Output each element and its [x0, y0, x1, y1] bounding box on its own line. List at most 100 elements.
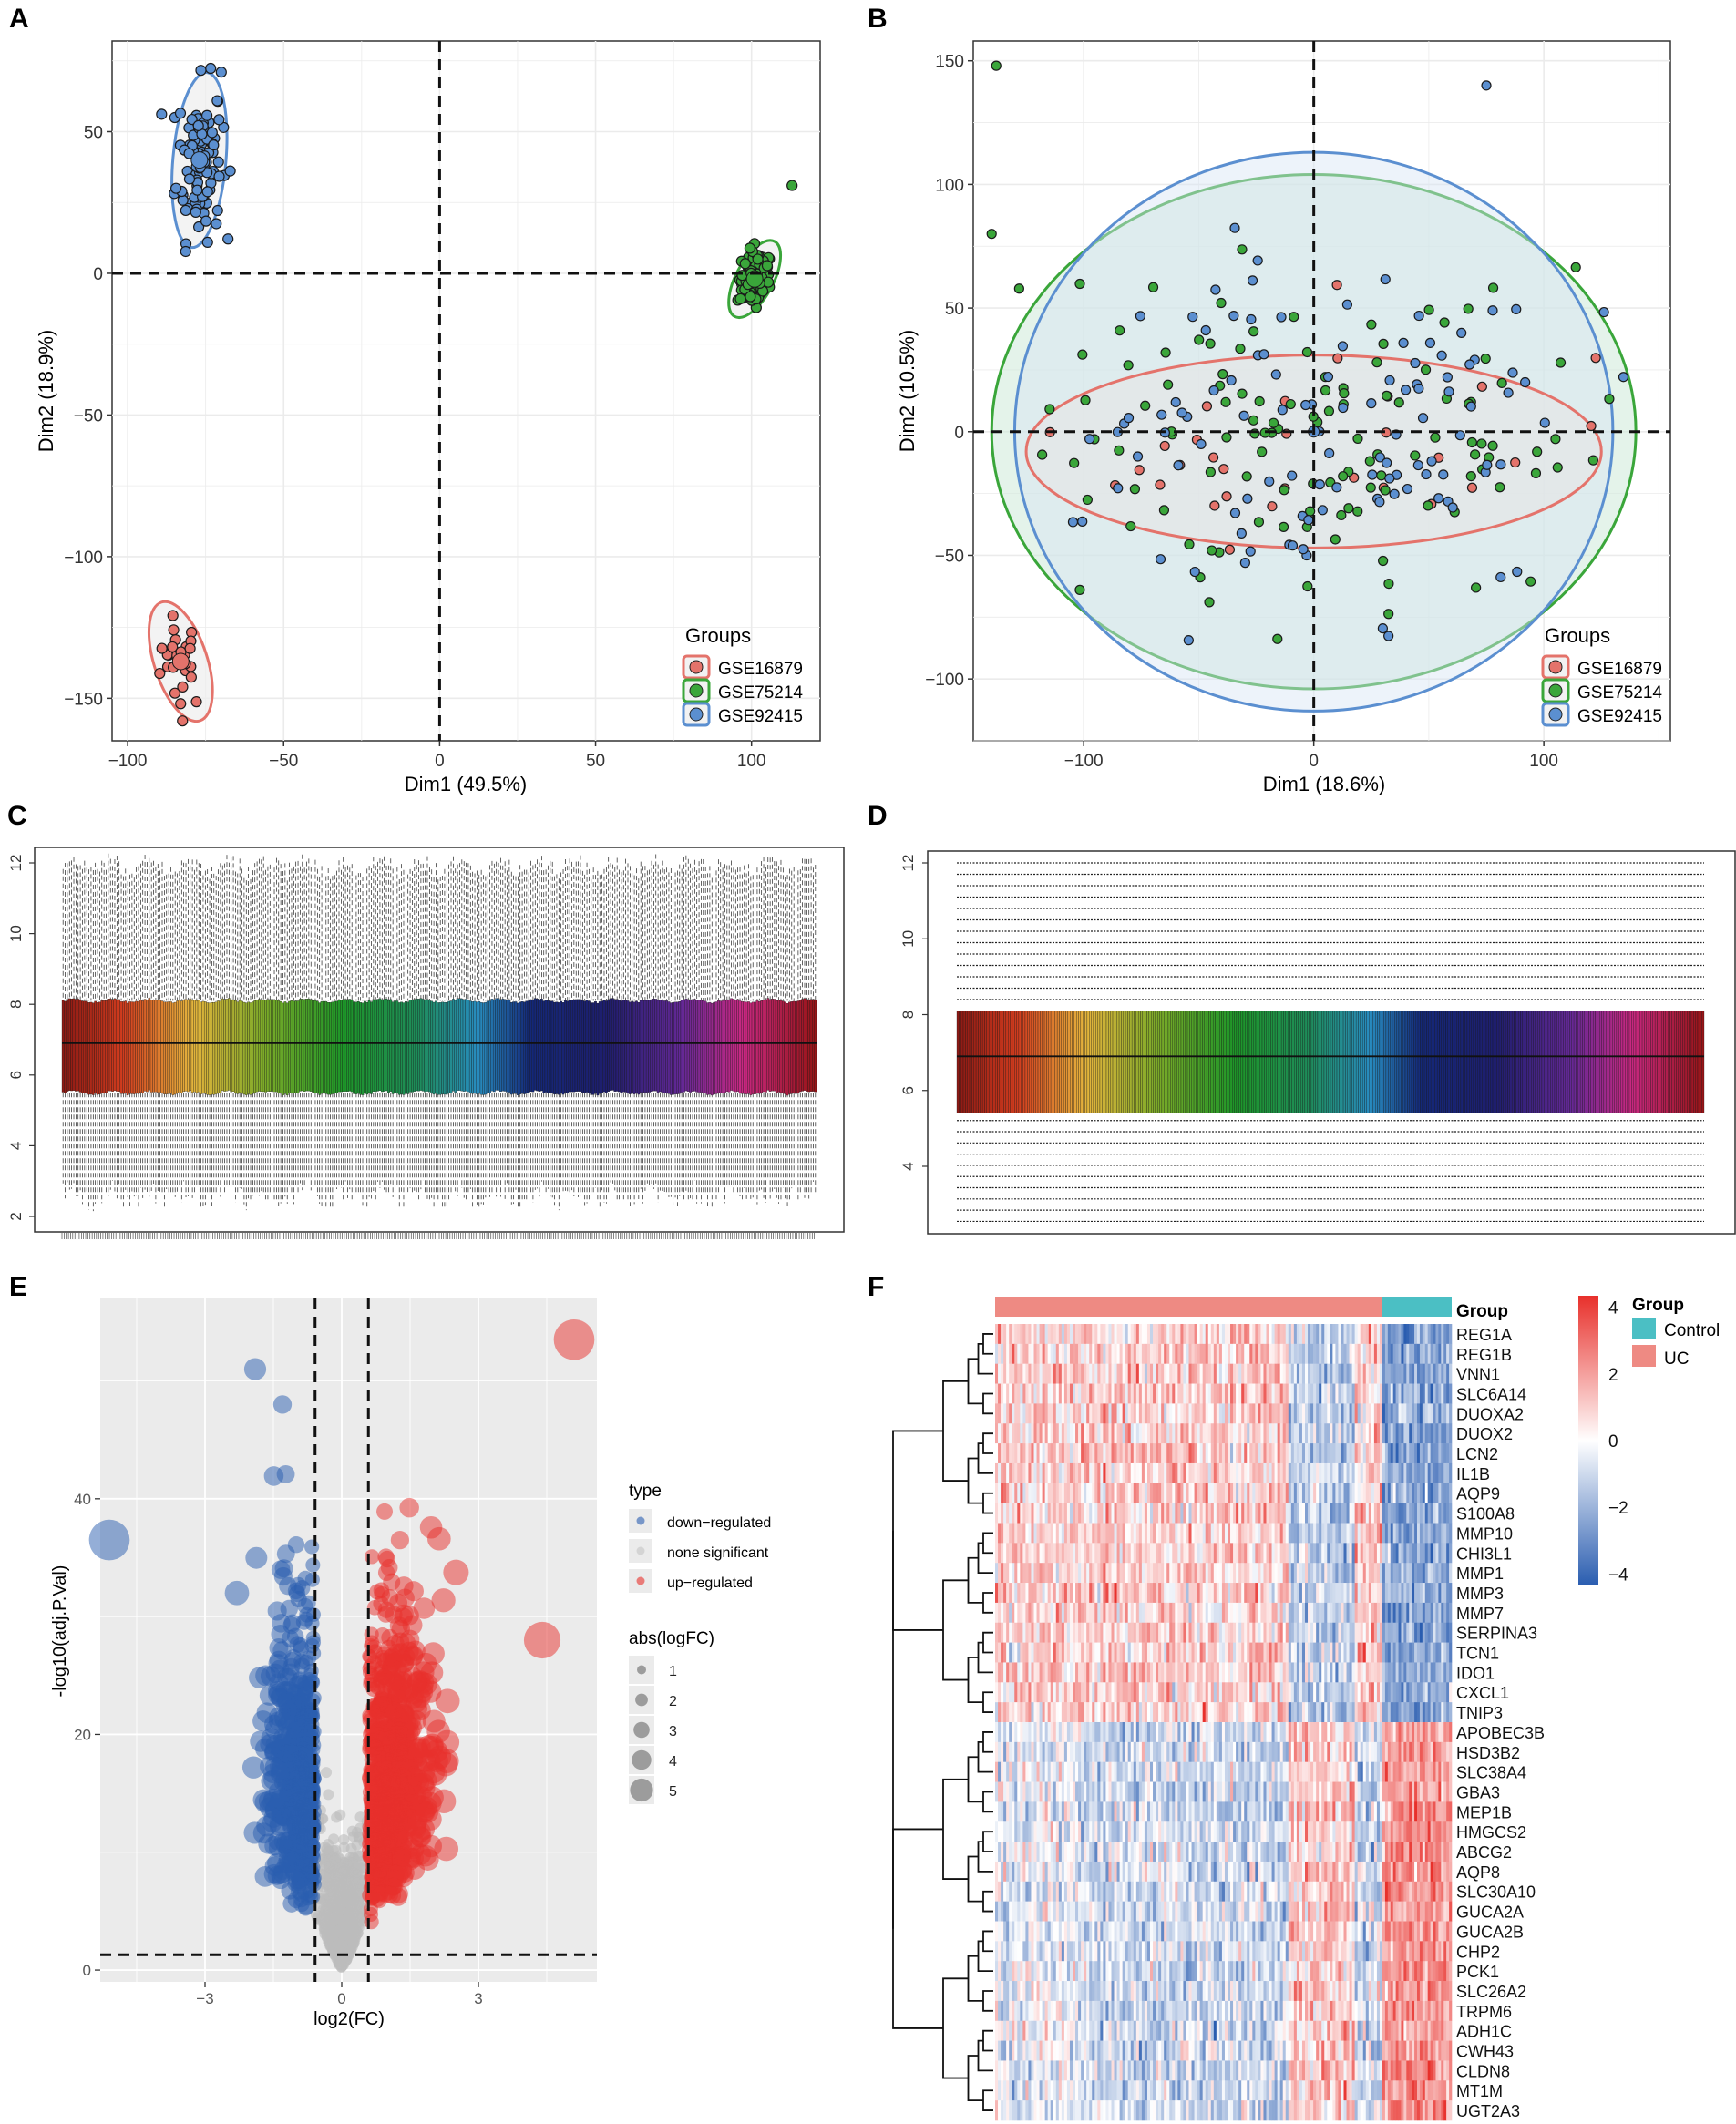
box [282, 1002, 284, 1095]
point-gse92415 [180, 204, 191, 217]
dendrogram-link [977, 1940, 993, 1973]
box [721, 1000, 724, 1093]
point-gse75214 [1253, 517, 1265, 528]
box [1251, 1011, 1254, 1113]
box [1270, 1011, 1273, 1113]
box [1215, 1011, 1217, 1113]
point-gse75214 [1495, 482, 1505, 493]
point-gse16879 [1155, 479, 1166, 490]
box [806, 999, 808, 1092]
panel-a-grid [112, 41, 820, 741]
box [704, 1000, 707, 1093]
legend-type-title: type [629, 1482, 662, 1501]
box [1105, 1011, 1109, 1113]
box [320, 1001, 324, 1094]
box [1046, 1011, 1049, 1113]
dendrogram-link [977, 1740, 993, 1773]
box [108, 999, 112, 1092]
box [1533, 1011, 1536, 1113]
box [435, 1000, 437, 1093]
box [419, 998, 423, 1091]
box [1223, 1011, 1227, 1113]
box [318, 1002, 322, 1095]
point-none [321, 1767, 333, 1779]
y-tick-label: 50 [84, 123, 103, 142]
box [765, 1000, 767, 1093]
box [78, 1000, 82, 1093]
box [520, 1001, 524, 1094]
box [203, 1001, 207, 1094]
box [999, 1011, 1002, 1113]
point-up [420, 1661, 444, 1685]
box [1313, 1011, 1316, 1113]
box [70, 999, 73, 1092]
point-up [431, 1588, 456, 1613]
box [1202, 1011, 1205, 1113]
panel-a-pca: −100 −50 0 50 100 50 0 −50 −100 −150 Dim1 (49.5%)… [35, 40, 821, 795]
box [253, 1000, 257, 1093]
box [72, 998, 76, 1091]
panel-a-frame [111, 40, 821, 742]
box [1390, 1011, 1393, 1113]
box [1219, 1011, 1222, 1113]
box [572, 1000, 576, 1093]
box [1056, 1011, 1060, 1113]
box [1191, 1011, 1195, 1113]
y-tick-label: 0 [93, 265, 103, 284]
panel-letter-f: F [868, 1272, 884, 1302]
box [348, 999, 352, 1092]
box [1349, 1011, 1352, 1113]
box [75, 999, 77, 1092]
point-gse75214 [1570, 262, 1581, 272]
y-tick-label: −100 [925, 671, 964, 690]
y-tick-label: 150 [935, 53, 964, 72]
box [773, 999, 776, 1092]
box [1595, 1011, 1598, 1113]
point-gse75214 [1383, 609, 1394, 620]
box [402, 1002, 406, 1095]
box [613, 999, 617, 1092]
box [490, 999, 494, 1092]
box [959, 1011, 961, 1113]
box [1116, 1011, 1120, 1113]
point-down [292, 1837, 309, 1854]
box [1042, 1011, 1045, 1113]
point-gse75214 [1235, 344, 1246, 354]
point-up [394, 1576, 414, 1596]
box [1695, 1011, 1699, 1113]
box [969, 1011, 972, 1113]
box [247, 1001, 250, 1094]
box [1238, 1011, 1241, 1113]
box [1097, 1011, 1101, 1113]
box [1217, 1011, 1220, 1113]
point-gse75214 [1013, 283, 1024, 294]
box [1377, 1011, 1381, 1113]
point-up [389, 1593, 408, 1612]
box [598, 1001, 601, 1094]
box [206, 1002, 210, 1095]
box [1657, 1011, 1659, 1113]
panel-letter-d: D [868, 801, 888, 831]
point-down [282, 1789, 300, 1807]
y-tick-label: 8 [899, 1011, 917, 1019]
box [324, 1001, 328, 1094]
legend-label-gse16879: GSE16879 [718, 660, 803, 679]
box [1586, 1011, 1589, 1113]
box [771, 999, 774, 1092]
point-gse75214 [1268, 417, 1279, 428]
outlier-point [991, 60, 1002, 71]
box [1067, 1011, 1071, 1113]
point-gse92415 [1380, 273, 1391, 285]
box [790, 1001, 794, 1094]
box [394, 1000, 396, 1093]
point-gse75214 [1338, 471, 1349, 482]
box [1099, 1011, 1103, 1113]
legend-size-keys: 1 2 3 4 5 [629, 1656, 677, 1804]
legend-label-gse75214: GSE75214 [1577, 683, 1662, 703]
box [1127, 1011, 1130, 1113]
box [383, 999, 386, 1092]
point-gse92415 [1317, 505, 1328, 516]
box [200, 1001, 202, 1094]
heatmap-cell [1009, 1324, 1012, 1345]
box [492, 999, 496, 1093]
